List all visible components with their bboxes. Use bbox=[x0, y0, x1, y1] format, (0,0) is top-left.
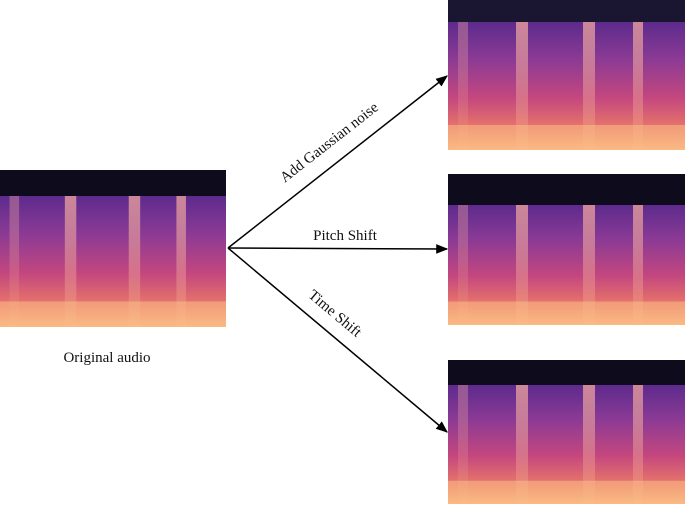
arrow-label: Time Shift bbox=[305, 287, 365, 341]
pitch-spectrogram bbox=[448, 174, 685, 325]
arrow bbox=[227, 247, 448, 433]
arrow-label: Pitch Shift bbox=[313, 228, 378, 244]
original-spectrogram bbox=[0, 170, 226, 327]
time-spectrogram bbox=[448, 360, 685, 504]
original-caption: Original audio bbox=[63, 350, 150, 366]
noise-spectrogram bbox=[448, 0, 685, 150]
arrow bbox=[227, 244, 449, 254]
arrow bbox=[227, 75, 448, 249]
arrow-label: Add Gaussian noise bbox=[277, 99, 382, 186]
